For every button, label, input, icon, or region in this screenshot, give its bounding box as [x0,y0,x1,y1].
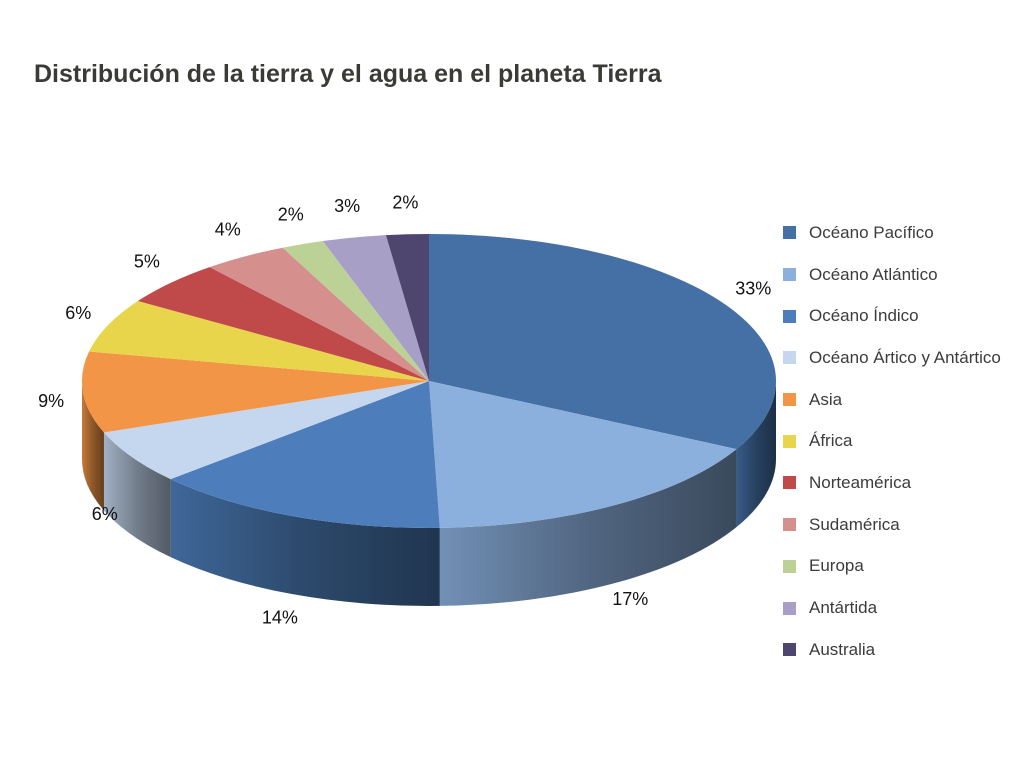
slice-label-oceano-atlantico: 17% [612,589,648,609]
legend-swatch [783,268,796,282]
legend-label: Norteamérica [809,472,912,492]
legend-swatch [783,226,796,240]
legend-label: Asia [809,389,843,409]
legend-swatch [783,601,796,615]
legend-item-antartida: Antártida [783,587,1001,629]
legend-label: Océano Atlántico [809,264,938,284]
pie-side-oceano-pacifico [736,381,776,528]
slice-label-oceano-artico-y-antartico: 6% [92,504,118,524]
legend-item-europa: Europa [783,546,1001,588]
legend-label: Europa [809,556,864,576]
chart-title: Distribución de la tierra y el agua en e… [34,60,662,88]
legend-label: Océano Índico [809,306,919,326]
legend-item-oceano-pacifico: Océano Pacífico [783,212,1001,254]
pie-side-asia [82,381,104,511]
pie-slice-africa[interactable] [89,301,429,381]
legend-label: Australia [809,639,876,659]
pie-slice-oceano-atlantico[interactable] [429,381,737,528]
legend-label: Océano Ártico y Antártico [809,347,1001,367]
pie-side-oceano-indico [170,479,440,606]
pie-slice-oceano-artico-y-antartico[interactable] [103,381,430,480]
slice-label-europa: 2% [278,204,304,224]
legend-item-norteamerica: Norteamérica [783,462,1001,504]
pie-slice-europa[interactable] [282,241,429,381]
slice-label-asia: 9% [38,391,64,411]
legend-swatch [783,351,796,365]
slice-label-australia: 2% [392,192,418,212]
legend-swatch [783,518,796,532]
pie-slices [81,234,776,528]
legend: Océano Pacífico Océano Atlántico Océano Ín… [783,212,1001,671]
slice-label-sudamerica: 4% [215,219,241,239]
legend-swatch [783,559,796,573]
legend-item-asia: Asia [783,379,1001,421]
pie-slice-norteamerica[interactable] [137,267,430,381]
slice-label-oceano-indico: 14% [262,607,298,627]
pie-sides [82,381,776,606]
slice-label-africa: 6% [65,303,91,323]
pie-slice-oceano-pacifico[interactable] [429,234,776,450]
legend-item-africa: África [783,420,1001,462]
legend-item-oceano-artico-y-antartico: Océano Ártico y Antártico [783,337,1001,379]
legend-item-australia: Australia [783,629,1001,671]
legend-swatch [783,309,796,323]
legend-swatch [783,476,796,490]
legend-label: Sudamérica [809,514,900,534]
legend-item-oceano-indico: Océano Índico [783,295,1001,337]
pie-slice-sudamerica[interactable] [209,247,429,381]
legend-label: Océano Pacífico [809,222,934,242]
legend-label: África [809,431,853,451]
legend-swatch [783,393,796,407]
slice-label-oceano-pacifico: 33% [735,278,771,298]
slice-label-antartida: 3% [334,196,360,216]
pie-slice-asia[interactable] [81,351,430,433]
pie-slice-australia[interactable] [385,234,429,381]
slice-label-norteamerica: 5% [134,252,160,272]
pie-slice-oceano-indico[interactable] [170,381,440,528]
slice-labels: 33% 17% 14% 6% 9% 6% 5% 4% 2% 3% 2% [38,192,771,627]
pie-side-oceano-atlantico [439,449,737,606]
legend-label: Antártida [809,598,878,618]
pie-slice-antartida[interactable] [322,235,429,381]
legend-swatch [783,643,796,657]
pie-side-oceano-artico-y-antartico [103,432,171,558]
legend-item-sudamerica: Sudamérica [783,504,1001,546]
legend-swatch [783,434,796,448]
legend-item-oceano-atlantico: Océano Atlántico [783,254,1001,296]
